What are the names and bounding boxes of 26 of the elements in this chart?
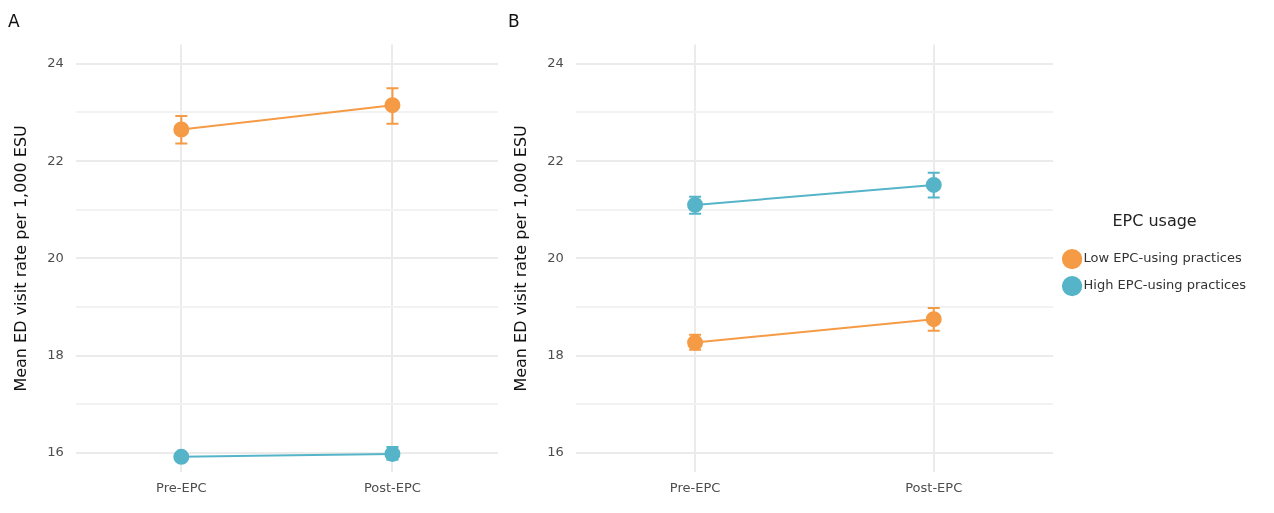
y-axis-title: Mean ED visit rate per 1,000 ESU (510, 125, 530, 392)
legend-title: EPC usage (1112, 210, 1197, 230)
y-tick-label: 16 (47, 444, 64, 460)
x-tick-label: Pre-EPC (156, 479, 207, 495)
point (925, 311, 942, 328)
point (173, 448, 190, 465)
y-tick-label: 22 (47, 152, 64, 168)
y-tick-label: 18 (547, 347, 564, 363)
y-tick-label: 24 (547, 55, 564, 71)
x-tick-label: Post-EPC (363, 479, 421, 495)
y-tick-label: 20 (47, 249, 64, 265)
y-tick-label: 16 (547, 444, 564, 460)
y-tick-label: 24 (47, 55, 64, 71)
chart-title: B (508, 10, 520, 31)
y-tick-label: 22 (547, 152, 564, 168)
chart-title: A (8, 10, 20, 31)
x-tick-label: Pre-EPC (669, 479, 721, 495)
point (384, 97, 401, 114)
point (173, 121, 190, 138)
legend-label: Low EPC-using practices (1083, 250, 1242, 266)
x-tick-label: Post-EPC (905, 479, 963, 495)
point (925, 176, 942, 193)
y-axis-title: Mean ED visit rate per 1,000 ESU (10, 125, 30, 392)
legend-label: High EPC-using practices (1083, 277, 1247, 293)
y-tick-label: 18 (47, 347, 64, 363)
y-tick-label: 20 (547, 249, 564, 265)
